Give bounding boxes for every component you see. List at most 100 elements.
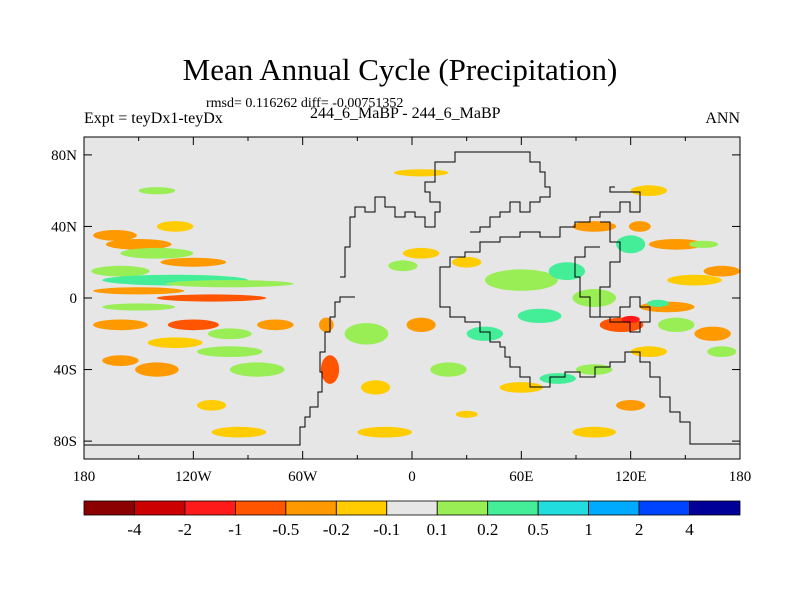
- anomaly-region: [93, 319, 148, 331]
- anomaly-region: [455, 410, 478, 418]
- colorbar-label: -0.2: [323, 520, 350, 539]
- anomaly-region: [616, 399, 646, 411]
- x-tick-label: 0: [408, 469, 416, 485]
- anomaly-region: [628, 221, 651, 232]
- colorbar-label: -2: [178, 520, 192, 539]
- colorbar-swatch: [638, 500, 690, 516]
- colorbar-swatch: [285, 500, 337, 516]
- colorbar-swatch: [689, 500, 741, 516]
- colorbar-swatch: [537, 500, 590, 516]
- anomaly-region: [105, 238, 172, 250]
- colorbar-swatch: [134, 500, 186, 516]
- anomaly-region: [406, 317, 436, 332]
- colorbar-swatch: [386, 500, 438, 516]
- anomaly-region: [357, 426, 412, 438]
- anomaly-region: [466, 326, 504, 341]
- y-tick-label: 40S: [54, 363, 77, 379]
- coastline-americas: [340, 151, 551, 278]
- anomaly-region: [703, 265, 740, 277]
- anomaly-region: [93, 287, 185, 295]
- colorbar-label: 1: [584, 520, 593, 539]
- case-label: 244_6_MaBP - 244_6_MaBP: [310, 105, 501, 122]
- anomaly-region: [388, 260, 418, 272]
- colorbar-swatch: [588, 500, 640, 516]
- season-label: ANN: [705, 110, 740, 127]
- anomaly-regions: [91, 169, 740, 438]
- colorbar-swatch: [436, 500, 489, 516]
- colorbar-label: 0.5: [528, 520, 549, 539]
- x-tick-label: 180: [729, 469, 752, 485]
- colorbar-label: -0.1: [373, 520, 400, 539]
- anomaly-region: [430, 362, 467, 377]
- anomaly-region: [147, 337, 203, 349]
- y-tick-label: 80S: [54, 434, 77, 450]
- colorbar-label: 0.2: [477, 520, 498, 539]
- stats-label: rmsd= 0.116262 diff= -0.00751352: [206, 96, 404, 111]
- anomaly-region: [138, 187, 176, 195]
- colorbar-label: 2: [635, 520, 644, 539]
- x-tick-label: 60E: [509, 469, 533, 485]
- axis-ticks: 180 120W 60W 0 60E 120E 180 80N 40N 0 40S 80S: [51, 137, 751, 485]
- anomaly-region: [156, 294, 267, 302]
- colorbar-label: -4: [127, 520, 142, 539]
- anomaly-region: [402, 247, 440, 259]
- anomaly-region: [616, 235, 646, 254]
- anomaly-region: [517, 308, 562, 324]
- y-tick-label: 0: [70, 291, 78, 307]
- anomaly-region: [572, 289, 617, 307]
- colorbar-swatch: [487, 500, 539, 516]
- anomaly-region: [484, 269, 558, 291]
- anomaly-region: [658, 317, 695, 332]
- colorbar-swatch: [234, 500, 287, 516]
- coastline-south-america: [84, 296, 355, 446]
- x-tick-label: 120E: [615, 469, 647, 485]
- anomaly-region: [707, 346, 737, 358]
- anomaly-region: [647, 299, 669, 307]
- anomaly-region: [166, 280, 294, 288]
- y-tick-label: 40N: [51, 219, 77, 235]
- anomaly-region: [135, 362, 179, 377]
- anomaly-region: [229, 362, 285, 377]
- anomaly-region: [694, 326, 731, 341]
- anomaly-region: [320, 355, 340, 384]
- experiment-label: Expt = teyDx1-teyDx: [84, 110, 223, 127]
- colorbar-label: -0.5: [272, 520, 299, 539]
- anomaly-region: [630, 185, 668, 197]
- anomaly-region: [344, 323, 389, 345]
- anomaly-region: [667, 274, 722, 286]
- anomaly-region: [576, 364, 613, 375]
- anomaly-region: [360, 380, 391, 395]
- anomaly-region: [648, 238, 704, 250]
- anomaly-region: [196, 399, 227, 411]
- anomaly-region: [257, 319, 294, 331]
- coastline-africa-asia: [439, 186, 740, 445]
- colorbar: -4 -2 -1 -0.5 -0.2 -0.1 0.1 0.2 0.5 1 2 4: [83, 500, 741, 539]
- anomaly-region: [548, 262, 586, 281]
- y-tick-label: 80N: [51, 148, 77, 164]
- anomaly-region: [167, 319, 219, 331]
- anomaly-region: [688, 240, 719, 248]
- colorbar-swatch: [184, 500, 236, 516]
- chart-title: Mean Annual Cycle (Precipitation): [182, 52, 618, 87]
- anomaly-region: [539, 373, 576, 384]
- colorbar-label: 4: [685, 520, 694, 539]
- colorbar-label: -1: [228, 520, 242, 539]
- anomaly-region: [452, 256, 482, 268]
- anomaly-region: [102, 303, 176, 311]
- anomaly-region: [499, 382, 544, 393]
- anomaly-region: [196, 346, 263, 358]
- colorbar-swatch: [335, 500, 388, 516]
- anomaly-region: [156, 221, 194, 232]
- continent-outlines: [84, 151, 740, 446]
- x-tick-label: 180: [73, 469, 96, 485]
- anomaly-region: [572, 221, 617, 232]
- anomaly-region: [621, 315, 640, 324]
- x-tick-label: 60W: [288, 469, 318, 485]
- anomaly-region: [211, 426, 267, 438]
- anomaly-region: [102, 355, 139, 366]
- anomaly-region: [572, 426, 617, 438]
- anomaly-region: [319, 317, 334, 332]
- anomaly-region: [93, 230, 137, 241]
- anomaly-region: [393, 169, 449, 177]
- anomaly-region: [160, 257, 227, 267]
